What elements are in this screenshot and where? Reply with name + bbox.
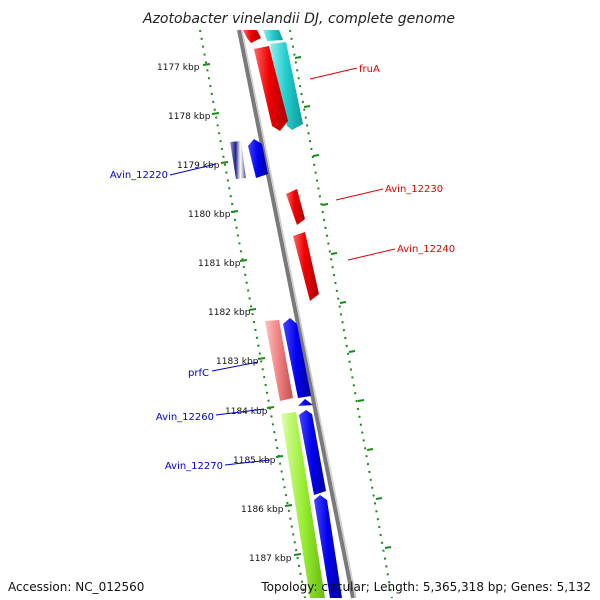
tick-label: 1181 kbp [198,259,241,269]
avin-12240-gene [293,232,319,301]
tick-label: 1179 kbp [177,161,220,171]
avin-12260-gene [298,399,313,406]
avin-12220-gene-navy [230,141,246,179]
inner-dotted-guide [199,29,306,599]
avin-12230-gene [286,189,305,225]
gene-label-avin-12270: Avin_12270 [165,461,223,472]
gene-label-avin-12230: Avin_12230 [385,184,443,195]
outer-dotted-guide [289,29,393,599]
accession-text: Accession: NC_012560 [8,580,145,594]
tick-label: 1180 kbp [188,210,231,220]
tick-labels: 1177 kbp 1178 kbp 1179 kbp 1180 kbp 1181… [157,63,292,564]
outer-ticks [294,56,392,549]
map-title: Azotobacter vinelandii DJ, complete geno… [142,11,455,27]
tick-label: 1183 kbp [216,357,259,367]
gene-label-prfc: prfC [188,368,209,379]
tick-label: 1177 kbp [157,63,200,73]
gene-label-avin-12260: Avin_12260 [156,412,214,423]
fruA-gene [254,46,288,131]
pink-track-feature [265,320,293,401]
genome-backbone [237,29,355,599]
inner-ticks [202,63,302,556]
tick-label: 1186 kbp [241,505,284,515]
tick-label: 1185 kbp [233,456,276,466]
gene-label-avin-12220: Avin_12220 [110,170,168,181]
cyan-track-feature [263,30,283,41]
tick-label: 1184 kbp [225,407,268,417]
gene-label-avin-12240: Avin_12240 [397,244,455,255]
avin-12220-gene [248,139,268,178]
tick-label: 1187 kbp [249,554,292,564]
red-gene [243,30,261,43]
label-leaders [169,67,396,466]
blue-gene [314,495,342,598]
cyan-track-feature [270,42,303,130]
green-track-feature [281,412,325,598]
genome-backbone-highlight [241,29,357,599]
avin-12270-gene [299,410,326,495]
tick-label: 1182 kbp [208,308,251,318]
tick-label: 1178 kbp [168,112,211,122]
genome-stats-text: Topology: circular; Length: 5,365,318 bp… [261,580,591,594]
gene-label-fruA: fruA [359,64,380,75]
prfc-gene [283,318,311,398]
